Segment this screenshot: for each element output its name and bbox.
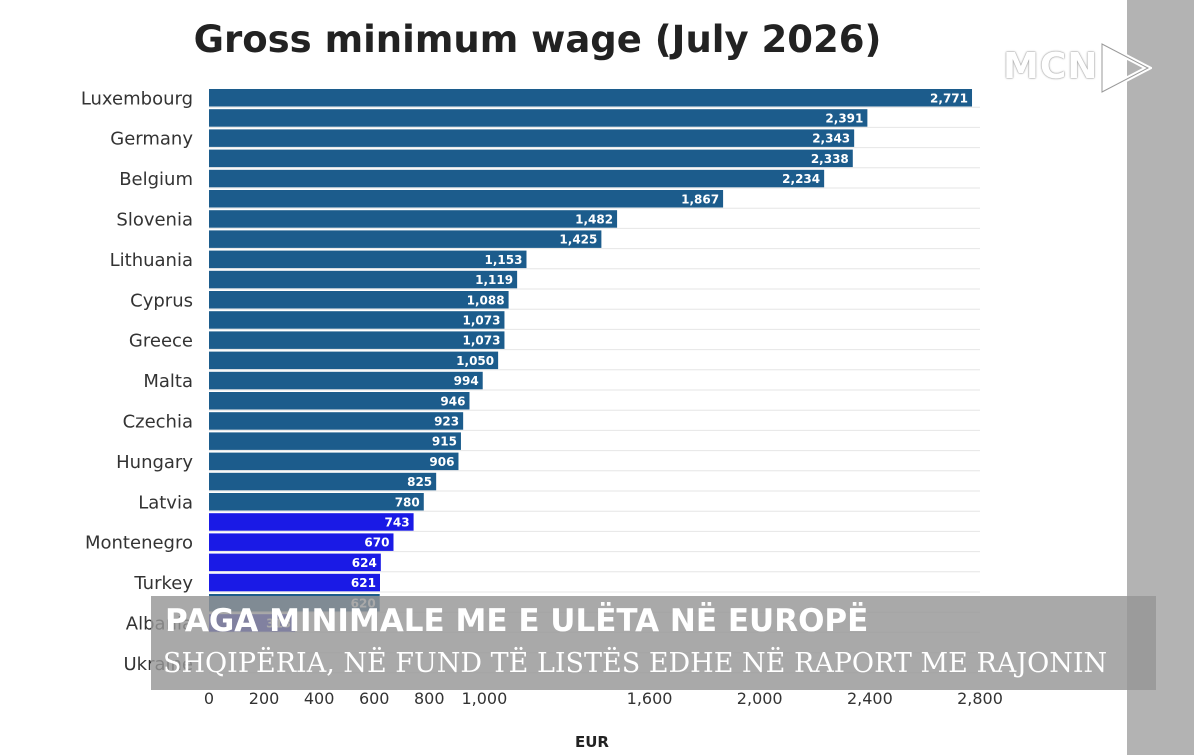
bar: [209, 331, 505, 349]
category-label: Germany: [110, 129, 193, 150]
bar: [209, 493, 424, 511]
bar: [209, 371, 483, 390]
x-tick-label: 1,000: [461, 689, 507, 708]
bar-value-label: 825: [407, 475, 432, 489]
bar: [209, 230, 602, 248]
bar: [209, 553, 381, 572]
category-label: Lithuania: [110, 250, 193, 271]
x-tick-label: 2,000: [737, 689, 783, 708]
x-tick-label: 800: [414, 689, 445, 708]
bar: [209, 210, 618, 228]
category-label: Latvia: [138, 492, 193, 513]
bar-value-label: 1,482: [575, 212, 613, 226]
x-tick-label: 0: [204, 689, 214, 708]
category-label: Hungary: [116, 452, 193, 473]
category-label: Cyprus: [130, 290, 193, 311]
category-label: Turkey: [133, 573, 193, 594]
banner-title: PAGA MINIMALE ME E ULËTA NË EUROPË: [165, 603, 869, 639]
bar-value-label: 923: [434, 414, 459, 428]
bar: [209, 573, 380, 592]
bar: [209, 291, 509, 309]
category-label: Greece: [129, 331, 193, 352]
bar: [209, 412, 464, 430]
category-label: Montenegro: [85, 533, 193, 554]
bar: [209, 190, 724, 208]
banner-subtitle: SHQIPËRIA, NË FUND TË LISTËS EDHE NË RAP…: [163, 648, 1108, 679]
channel-logo: MCN: [1003, 46, 1099, 87]
bar-value-label: 2,234: [782, 172, 820, 186]
x-axis-unit: EUR: [575, 733, 609, 751]
bar: [209, 311, 505, 329]
chart-title: Gross minimum wage (July 2026): [193, 18, 882, 61]
bar-value-label: 915: [432, 435, 457, 449]
bar-value-label: 1,425: [559, 233, 597, 247]
bar: [209, 109, 868, 127]
bar: [209, 452, 459, 471]
bar-value-label: 946: [440, 394, 465, 408]
bar: [209, 149, 853, 168]
bar-value-label: 670: [364, 536, 389, 550]
bar: [209, 472, 437, 491]
bar-value-label: 2,338: [811, 152, 849, 166]
play-triangle-icon: [1099, 40, 1152, 96]
bar-value-label: 2,391: [825, 111, 863, 125]
bar-value-label: 743: [385, 515, 410, 529]
bar: [209, 351, 499, 370]
category-label: Malta: [143, 371, 193, 392]
bar-value-label: 2,343: [812, 132, 850, 146]
bar: [209, 270, 518, 289]
x-tick-label: 1,600: [627, 689, 673, 708]
bar-value-label: 780: [395, 495, 420, 509]
bar-value-label: 1,153: [485, 253, 523, 267]
x-tick-label: 2,800: [957, 689, 1003, 708]
category-label: Slovenia: [116, 209, 193, 230]
bar: [209, 89, 973, 107]
bar-value-label: 1,073: [462, 334, 500, 348]
x-tick-label: 600: [359, 689, 390, 708]
bar-value-label: 906: [429, 455, 454, 469]
x-tick-label: 2,400: [847, 689, 893, 708]
x-tick-label: 400: [304, 689, 335, 708]
bar-value-label: 1,867: [681, 192, 719, 206]
bar-value-label: 1,119: [475, 273, 513, 287]
bar: [209, 432, 461, 450]
bar-value-label: 2,771: [930, 91, 968, 105]
bar: [209, 513, 414, 531]
bar-value-label: 621: [351, 576, 376, 590]
x-tick-label: 200: [249, 689, 280, 708]
bar-value-label: 1,050: [456, 354, 494, 368]
bar: [209, 250, 527, 269]
category-label: Belgium: [119, 169, 193, 190]
bar-value-label: 1,073: [462, 313, 500, 327]
category-label: Luxembourg: [81, 88, 193, 109]
bar: [209, 392, 470, 410]
category-label: Czechia: [123, 411, 193, 432]
bar-value-label: 624: [352, 556, 377, 570]
bar: [209, 169, 825, 188]
news-banner: [151, 596, 1156, 690]
bar: [209, 533, 394, 551]
bar-value-label: 1,088: [467, 293, 505, 307]
bar: [209, 129, 855, 147]
bar-value-label: 994: [454, 374, 479, 388]
